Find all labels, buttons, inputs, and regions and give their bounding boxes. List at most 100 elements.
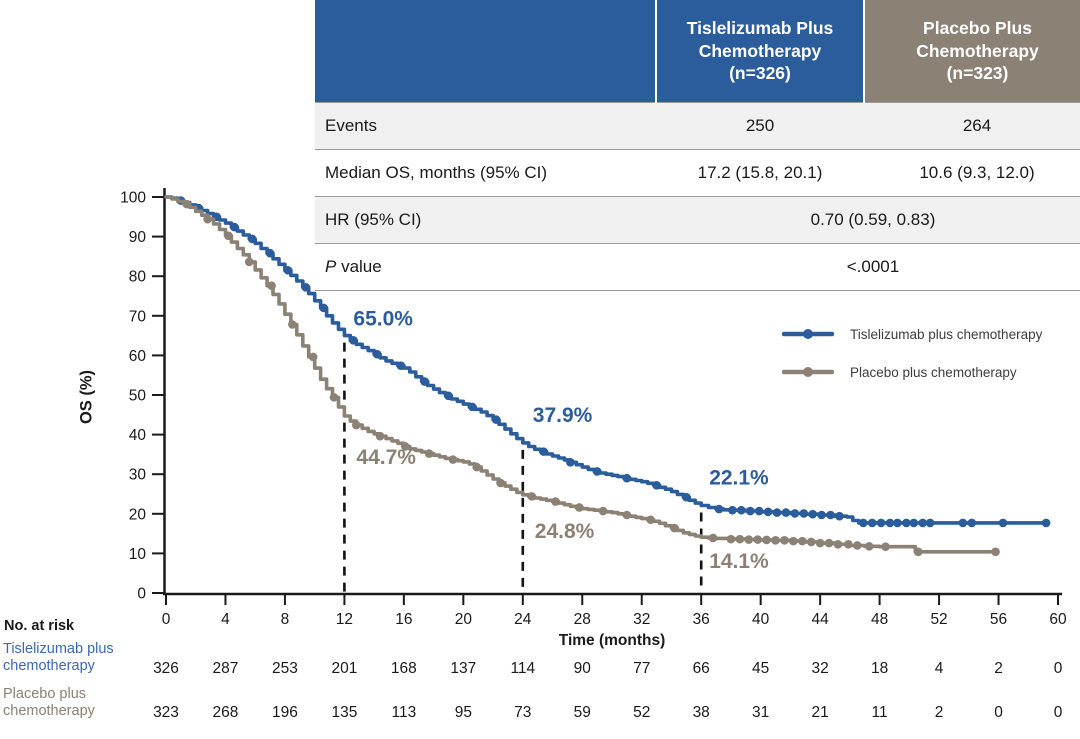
censor-mark-tislelizumab xyxy=(682,492,691,502)
censor-mark-tislelizumab xyxy=(420,377,429,386)
risk-count: 77 xyxy=(633,660,650,677)
median-os-label: Median OS, months (95% CI) xyxy=(325,163,548,182)
summary-row-events: Events 250 264 xyxy=(315,102,1080,150)
censor-mark-tislelizumab xyxy=(396,361,406,370)
x-tick-label: 36 xyxy=(693,611,710,628)
risk-count: 201 xyxy=(331,660,357,677)
censor-mark-placebo xyxy=(708,533,718,543)
pvalue-label: P value xyxy=(315,244,656,291)
risk-count: 66 xyxy=(693,660,710,677)
censor-mark-tislelizumab xyxy=(301,282,311,292)
censor-mark-tislelizumab xyxy=(918,518,928,528)
censor-mark-tislelizumab xyxy=(652,480,661,490)
censor-mark-tislelizumab xyxy=(714,504,724,514)
risk-count: 114 xyxy=(510,660,535,677)
censor-mark-tislelizumab xyxy=(539,447,548,456)
censor-mark-placebo xyxy=(913,547,923,557)
risk-count: 90 xyxy=(574,660,592,677)
censor-mark-tislelizumab xyxy=(444,391,453,401)
censor-mark-placebo xyxy=(551,497,560,506)
censor-mark-tislelizumab xyxy=(799,509,809,518)
censor-mark-placebo xyxy=(308,352,318,362)
censor-mark-tislelizumab xyxy=(265,248,275,258)
risk-table-title: No. at risk xyxy=(4,618,75,634)
censor-mark-placebo xyxy=(824,538,834,548)
censor-mark-placebo xyxy=(726,534,736,544)
censor-mark-tislelizumab xyxy=(858,518,868,528)
risk-count: 59 xyxy=(574,704,591,721)
censor-mark-tislelizumab xyxy=(998,518,1008,528)
risk-count: 253 xyxy=(272,660,298,677)
censor-mark-placebo xyxy=(351,420,361,430)
y-tick-label: 90 xyxy=(129,229,147,246)
summary-header-tislelizumab: Tislelizumab Plus Chemotherapy (n=326) xyxy=(655,0,864,103)
risk-count: 21 xyxy=(812,704,829,721)
risk-count: 113 xyxy=(392,704,417,721)
censor-mark-placebo xyxy=(797,536,807,546)
pvalue-value: <.0001 xyxy=(846,257,900,276)
y-tick-label: 40 xyxy=(129,427,147,444)
summary-header-placebo: Placebo Plus Chemotherapy (n=323) xyxy=(863,0,1080,103)
y-tick-label: 30 xyxy=(129,467,147,484)
summary-header-blank xyxy=(315,0,656,103)
censor-mark-placebo xyxy=(881,542,890,551)
risk-count: 38 xyxy=(693,704,710,721)
censor-mark-tislelizumab xyxy=(867,518,877,528)
censor-mark-tislelizumab xyxy=(826,510,835,520)
risk-group-label-tislelizumab: Tislelizumab plus chemotherapy xyxy=(3,641,114,674)
censor-mark-tislelizumab xyxy=(728,505,737,515)
censor-mark-placebo xyxy=(762,535,771,545)
risk-count: 45 xyxy=(752,660,769,677)
y-tick-label: 50 xyxy=(129,388,147,405)
censor-mark-placebo xyxy=(753,535,762,544)
y-tick-label: 10 xyxy=(129,546,147,563)
censor-mark-placebo xyxy=(789,536,798,546)
risk-count: 323 xyxy=(153,704,179,721)
censor-mark-tislelizumab xyxy=(592,467,602,476)
annotation-37.9%: 37.9% xyxy=(533,404,593,427)
os-summary-table: Tislelizumab Plus Chemotherapy (n=326) P… xyxy=(315,0,1080,291)
pvalue-label-rest: value xyxy=(336,257,382,276)
risk-count: 32 xyxy=(812,660,829,677)
censor-mark-tislelizumab xyxy=(372,349,382,359)
censor-mark-tislelizumab xyxy=(754,506,764,516)
legend-label-tislelizumab: Tislelizumab plus chemotherapy xyxy=(850,326,1043,342)
summary-row-pvalue: P value <.0001 xyxy=(315,243,1080,291)
censor-mark-tislelizumab xyxy=(808,509,817,519)
legend-label-placebo: Placebo plus chemotherapy xyxy=(850,364,1017,380)
risk-count: 2 xyxy=(935,704,944,721)
annotation-14.1%: 14.1% xyxy=(709,550,769,573)
censor-mark-placebo xyxy=(203,214,212,224)
y-tick-label: 80 xyxy=(129,269,147,286)
x-tick-label: 56 xyxy=(990,611,1007,628)
annotation-44.7%: 44.7% xyxy=(356,446,416,469)
risk-group-label-placebo: Placebo plus chemotherapy xyxy=(3,686,95,719)
hr-value: 0.70 (0.59, 0.83) xyxy=(810,210,936,229)
censor-mark-placebo xyxy=(744,535,754,544)
censor-mark-placebo xyxy=(991,547,1000,557)
x-tick-label: 24 xyxy=(514,611,532,628)
censor-mark-tislelizumab xyxy=(835,511,844,521)
y-tick-label: 60 xyxy=(129,348,147,365)
censor-mark-placebo xyxy=(735,534,745,544)
x-tick-label: 40 xyxy=(752,611,770,628)
risk-count: 0 xyxy=(994,704,1003,721)
censor-mark-placebo xyxy=(527,492,537,501)
summary-header-row: Tislelizumab Plus Chemotherapy (n=326) P… xyxy=(315,0,1080,103)
censor-mark-placebo xyxy=(401,442,410,451)
censor-mark-tislelizumab xyxy=(925,518,935,528)
hr-label: HR (95% CI) xyxy=(325,210,422,229)
risk-count: 0 xyxy=(1054,704,1063,721)
censor-mark-placebo xyxy=(448,455,458,464)
censor-mark-tislelizumab xyxy=(349,336,358,345)
censor-mark-tislelizumab xyxy=(491,415,501,424)
censor-mark-tislelizumab xyxy=(1041,518,1051,528)
x-tick-label: 48 xyxy=(871,611,888,628)
censor-mark-placebo xyxy=(267,281,276,291)
legend-item-placebo: Placebo plus chemotherapy xyxy=(782,362,1042,382)
events-placebo-value: 264 xyxy=(962,116,992,135)
risk-count: 52 xyxy=(633,704,650,721)
risk-count: 168 xyxy=(391,660,417,677)
censor-mark-tislelizumab xyxy=(909,518,919,528)
